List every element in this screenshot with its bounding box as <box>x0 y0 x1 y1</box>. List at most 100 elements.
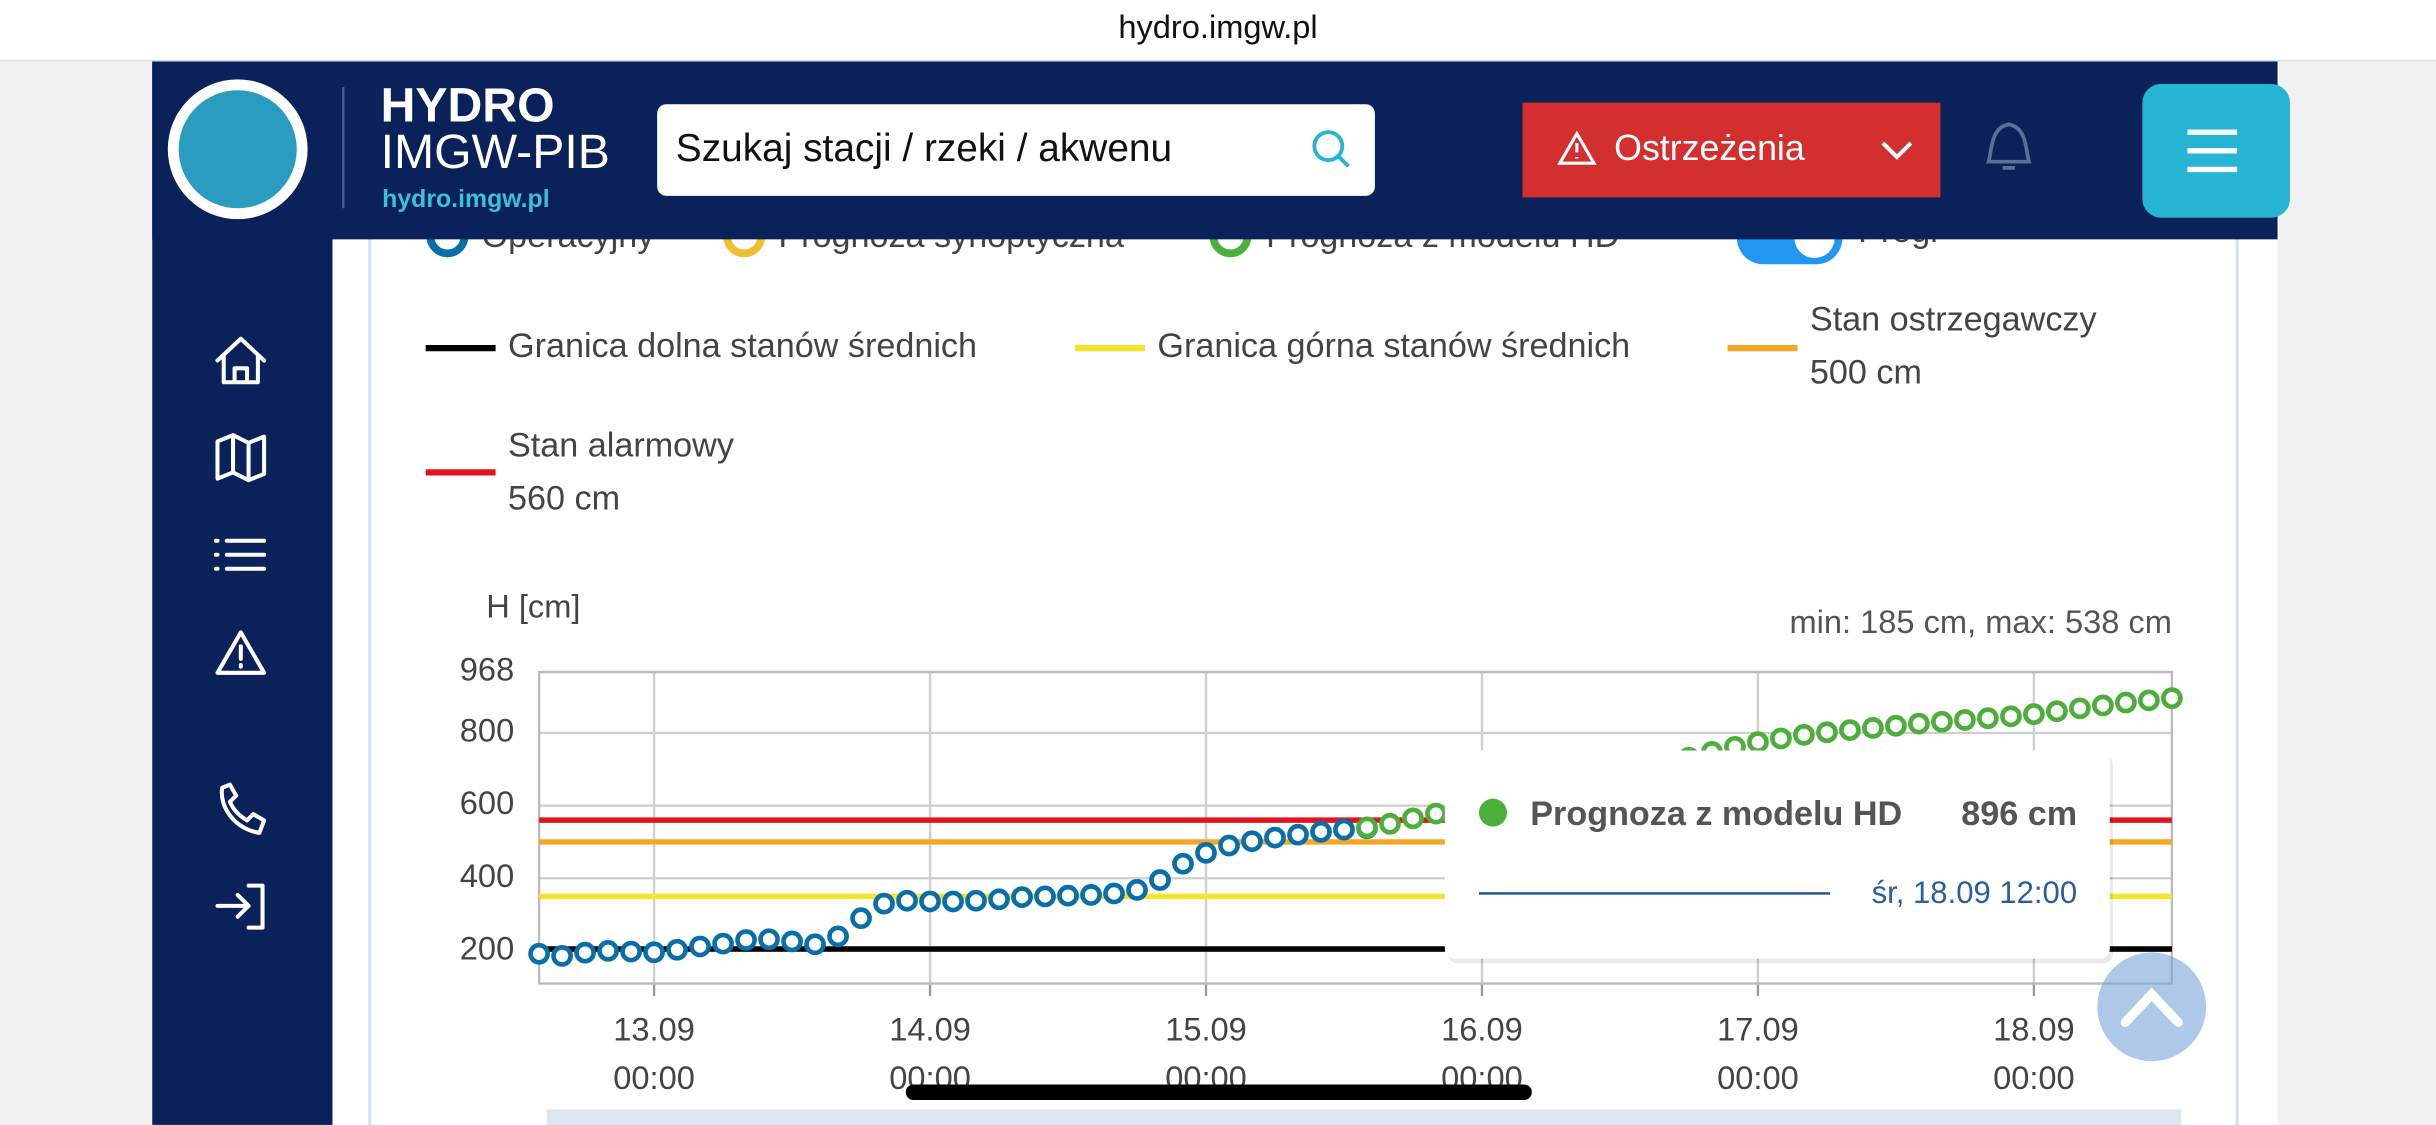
phone-icon[interactable] <box>219 782 267 835</box>
data-point <box>2000 705 2022 728</box>
data-point <box>643 941 665 964</box>
data-point <box>528 942 550 965</box>
data-point <box>2138 689 2160 712</box>
data-point <box>942 890 964 913</box>
data-point <box>1793 723 1815 746</box>
annotation: min: 185 cm, max: 538 cm <box>1790 603 2172 640</box>
logo-inner <box>178 90 297 209</box>
data-point <box>735 929 757 951</box>
y-tick-label: 200 <box>460 929 514 966</box>
data-point <box>2023 703 2045 726</box>
data-point <box>896 889 918 912</box>
chevron <box>1881 141 1913 160</box>
data-point <box>919 890 941 913</box>
data-point <box>1770 727 1792 750</box>
data-point <box>1172 852 1194 875</box>
data-point <box>1149 869 1171 891</box>
data-point <box>1264 826 1286 849</box>
data-point <box>1954 709 1976 731</box>
menu-icon <box>2187 129 2238 173</box>
x-tick-label: 18.09 00:00 <box>1993 1010 2075 1095</box>
data-point <box>781 930 803 953</box>
data-point <box>1747 731 1769 753</box>
search-icon[interactable] <box>1312 130 1345 163</box>
tooltip-value: 896 cm <box>1961 795 2077 833</box>
data-point <box>1218 834 1240 857</box>
scroll-top-button[interactable] <box>2097 952 2207 1062</box>
data-point <box>666 938 688 961</box>
data-point <box>597 939 619 962</box>
warnings-button[interactable] <box>1522 102 1941 198</box>
data-point <box>1816 721 1838 744</box>
data-point <box>1379 812 1401 835</box>
data-point <box>2115 691 2137 714</box>
data-point <box>1126 878 1148 901</box>
data-point <box>1839 719 1861 741</box>
home-indicator <box>905 1084 1532 1101</box>
navigator <box>546 1109 2182 1125</box>
warnings-icon <box>1557 130 1597 165</box>
tooltip <box>1444 750 2110 959</box>
y-tick-label: 968 <box>460 651 514 688</box>
tooltip-series: Prognoza z modelu HD <box>1530 795 1902 833</box>
legend-label: Granica dolna stanów średnich <box>508 327 977 365</box>
data-point <box>1034 885 1056 908</box>
data-point <box>1977 707 1999 730</box>
data-point <box>1931 710 1953 733</box>
data-point <box>758 928 780 951</box>
x-tick-label: 13.09 00:00 <box>613 1010 695 1095</box>
overlay: Prognoza z modelu HD 896 cm śr, 18.09 12:0… <box>546 750 2207 1125</box>
warnings-label: Ostrzeżenia <box>1614 128 1805 168</box>
data-point <box>712 932 734 955</box>
search-box[interactable] <box>657 104 1375 196</box>
data-point <box>1356 816 1378 839</box>
legend-value: 500 cm <box>1810 354 1922 392</box>
data-point <box>827 925 849 948</box>
tooltip-marker <box>1479 798 1507 827</box>
y-axis-label: H [cm] <box>486 588 580 625</box>
search-placeholder: Szukaj stacji / rzeki / akwenu <box>676 127 1172 170</box>
tooltip-date: śr, 18.09 12:00 <box>1872 875 2078 910</box>
data-point <box>804 933 826 956</box>
chart-card <box>368 200 2239 1125</box>
data-point <box>1310 820 1332 843</box>
brand-url: hydro.imgw.pl <box>382 186 549 213</box>
address-bar <box>0 0 2436 61</box>
url[interactable]: hydro.imgw.pl <box>1118 8 1317 45</box>
bell-icon[interactable] <box>1985 122 2032 170</box>
data-point <box>1425 802 1447 825</box>
data-point <box>1862 717 1884 739</box>
y-tick-label: 600 <box>460 784 514 821</box>
plot-frame <box>537 670 2174 985</box>
x-tick-label: 17.09 00:00 <box>1717 1010 1799 1095</box>
data-point <box>988 888 1010 911</box>
data-point <box>1011 886 1033 908</box>
legend-label: Stan alarmowy <box>508 427 735 465</box>
data-point <box>1241 830 1263 853</box>
y-tick-label: 800 <box>460 712 514 749</box>
data-point <box>873 892 895 915</box>
warning-icon[interactable] <box>215 630 267 675</box>
data-point <box>574 941 596 964</box>
legend-value: 560 cm <box>508 479 620 517</box>
scroll-top-icon <box>2120 987 2183 1028</box>
data-point <box>965 889 987 912</box>
data-point <box>1287 823 1309 846</box>
legend-label: Granica górna stanów średnich <box>1157 327 1630 365</box>
brand-sub: IMGW-PIB <box>381 125 610 179</box>
search-icon-handle <box>1337 155 1350 168</box>
home-icon[interactable] <box>215 336 267 385</box>
data-point <box>2161 687 2183 710</box>
data-point <box>1080 884 1102 906</box>
data-point <box>1908 712 1930 735</box>
data-point <box>2092 694 2114 717</box>
data-point <box>1057 884 1079 907</box>
login-icon[interactable] <box>215 883 265 930</box>
map-icon[interactable] <box>215 433 267 483</box>
data-point <box>2046 700 2068 723</box>
data-point <box>620 940 642 963</box>
data-point <box>551 945 573 967</box>
list-icon[interactable] <box>213 538 267 571</box>
